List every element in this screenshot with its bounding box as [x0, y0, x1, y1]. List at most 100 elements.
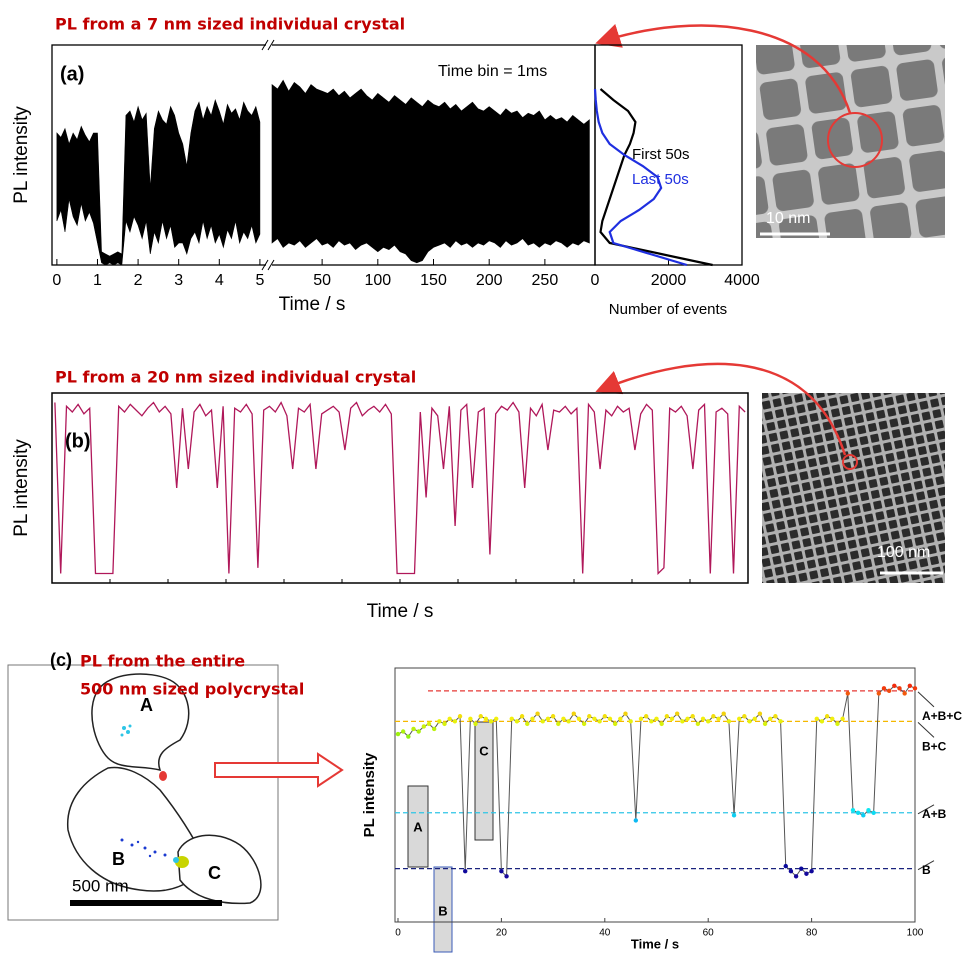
- intensity-point: [494, 716, 499, 721]
- intensity-point: [892, 683, 897, 688]
- intensity-point: [768, 716, 773, 721]
- intensity-point: [592, 716, 597, 721]
- intensity-point: [855, 810, 861, 815]
- intensity-point: [752, 716, 757, 721]
- intensity-point: [669, 716, 675, 721]
- region-label: C: [208, 863, 221, 883]
- intensity-point: [499, 869, 504, 874]
- panel-title: PL from a 20 nm sized individual crystal: [55, 368, 416, 387]
- intensity-point: [819, 719, 825, 724]
- intensity-point: [897, 686, 902, 691]
- intensity-point: [463, 869, 468, 874]
- intensity-point: [685, 716, 690, 721]
- x-tick-label: 1: [93, 272, 102, 289]
- x-tick-label: 250: [532, 272, 559, 289]
- break-mark: [261, 39, 269, 51]
- panel-title: PL from the entire: [80, 652, 245, 671]
- intensity-point: [540, 719, 545, 724]
- level-label: B: [922, 863, 931, 877]
- intensity-point: [530, 716, 535, 721]
- tem-image-a: 10 nm: [756, 45, 945, 238]
- x-tick-label: 5: [255, 272, 264, 289]
- intensity-point: [737, 716, 742, 721]
- x-tick-label: 3: [174, 272, 183, 289]
- intensity-band: [56, 99, 261, 266]
- intensity-point: [659, 721, 664, 727]
- intensity-point: [762, 721, 768, 727]
- x-axis-label: Time / s: [279, 294, 346, 315]
- level-label: A+B+C: [922, 709, 962, 723]
- break-mark: [267, 259, 275, 271]
- intensity-point: [421, 724, 427, 729]
- intensity-point: [468, 716, 473, 721]
- y-axis-label: PL intensity: [11, 106, 32, 204]
- label-arrow: [917, 804, 935, 815]
- axis-break: [266, 42, 272, 48]
- intensity-trace: [54, 401, 746, 575]
- intensity-point: [804, 871, 809, 876]
- intensity-point: [514, 719, 520, 724]
- intensity-point: [519, 714, 525, 719]
- legend-label: Last 50s: [632, 171, 689, 188]
- x-tick-label: 60: [703, 928, 715, 939]
- intensity-point: [406, 734, 411, 739]
- annotation: Time bin = 1ms: [438, 63, 547, 80]
- intensity-point: [478, 714, 483, 719]
- intensity-point: [457, 714, 463, 719]
- arrow: [595, 24, 852, 114]
- scale-label: 10 nm: [766, 210, 810, 227]
- intensity-point: [473, 721, 478, 727]
- intensity-point: [866, 808, 871, 813]
- break-mark: [261, 259, 269, 271]
- intensity-point: [587, 714, 592, 719]
- scale-label: 100 nm: [877, 544, 930, 561]
- x-axis-label: Number of events: [609, 301, 727, 318]
- x-tick-label: 0: [52, 272, 61, 289]
- panel-label: (b): [65, 430, 91, 452]
- intensity-point: [628, 719, 633, 724]
- x-tick-label: 4: [215, 272, 224, 289]
- intensity-point: [721, 711, 726, 716]
- x-tick-label: 100: [364, 272, 391, 289]
- intensity-point: [556, 721, 561, 727]
- intensity-point: [690, 714, 695, 719]
- intensity-point: [395, 731, 401, 737]
- panel-label: (c): [50, 650, 72, 670]
- x-tick-label: 2000: [651, 272, 687, 289]
- intensity-point: [845, 691, 850, 696]
- intensity-point: [773, 714, 778, 719]
- intensity-point: [711, 714, 716, 719]
- intensity-point: [576, 716, 582, 721]
- intensity-point: [700, 716, 706, 721]
- region-label: B: [112, 849, 125, 869]
- intensity-point: [571, 711, 576, 716]
- intensity-point: [747, 719, 752, 724]
- intensity-point: [871, 810, 876, 815]
- intensity-point: [716, 716, 721, 721]
- intensity-point: [783, 863, 788, 869]
- x-tick-label: 80: [806, 928, 818, 939]
- level-label: B+C: [922, 740, 947, 754]
- x-tick-label: 100: [907, 928, 924, 939]
- break-mark: [267, 39, 275, 51]
- intensity-point: [437, 719, 442, 724]
- intensity-point: [597, 719, 602, 724]
- intensity-point: [561, 716, 566, 721]
- panel-title: 500 nm sized polycrystal: [80, 680, 304, 699]
- intensity-point: [400, 729, 406, 734]
- intensity-point: [799, 866, 804, 871]
- intensity-point: [726, 719, 732, 724]
- intensity-point: [416, 729, 421, 734]
- intensity-point: [706, 719, 711, 724]
- x-tick-label: 4000: [724, 272, 760, 289]
- contribution-bars: A B C: [407, 721, 494, 953]
- x-tick-label: 2: [134, 272, 143, 289]
- intensity-point: [824, 714, 830, 719]
- label-arrow: [917, 860, 935, 871]
- intensity-point: [850, 808, 856, 813]
- intensity-point: [411, 726, 416, 732]
- x-tick-label: 0: [395, 928, 401, 939]
- intensity-point: [504, 874, 509, 879]
- intensity-point: [840, 716, 845, 721]
- x-axis-label: Time / s: [631, 936, 679, 951]
